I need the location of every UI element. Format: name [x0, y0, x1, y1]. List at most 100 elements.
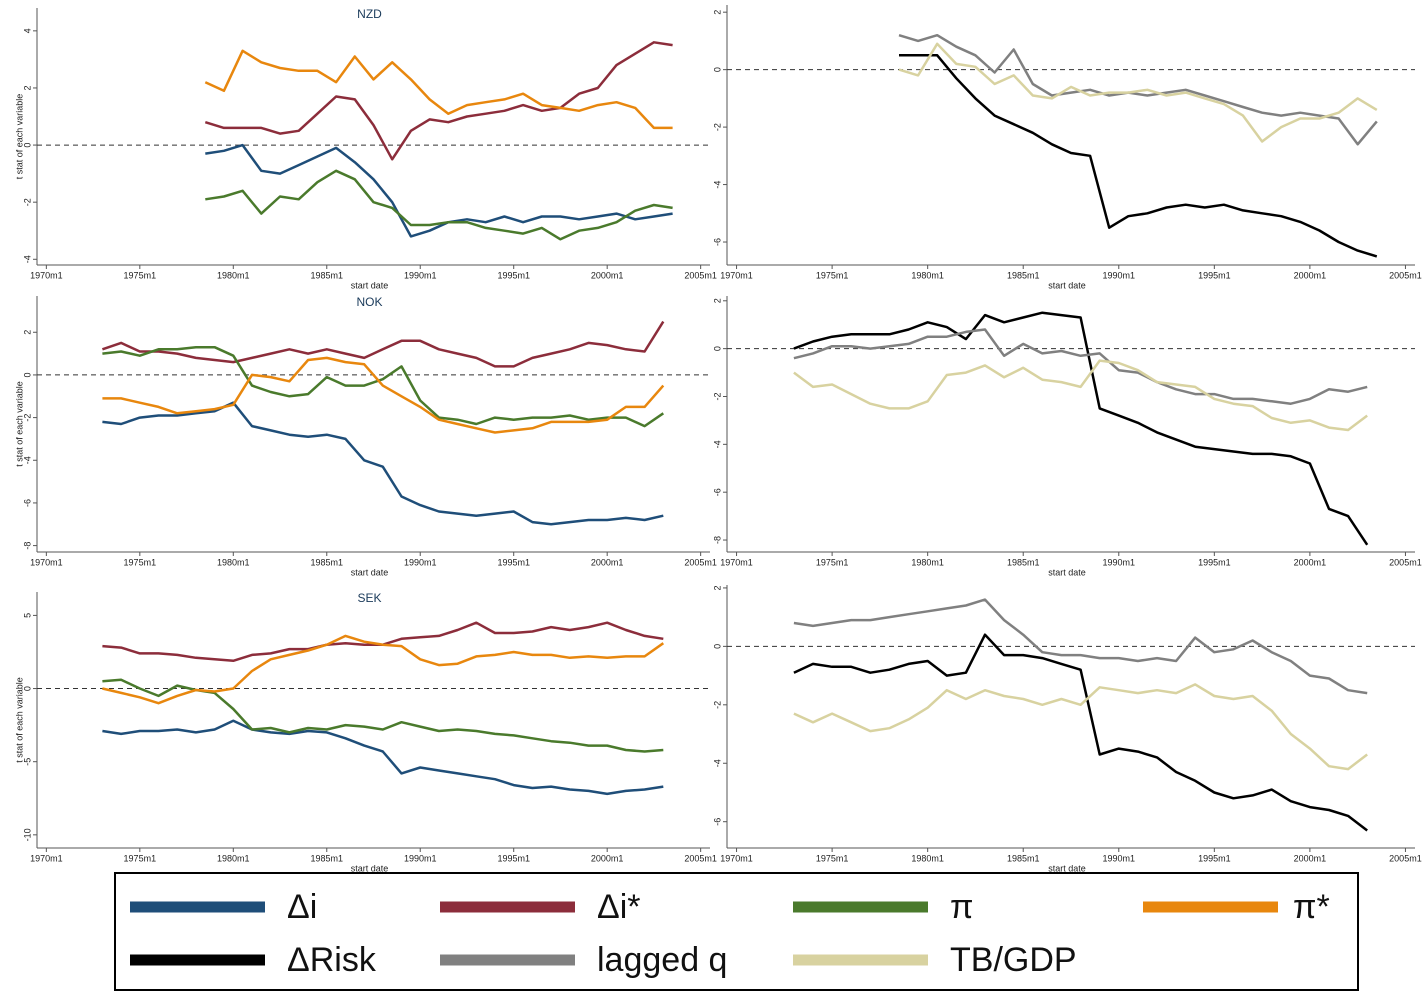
x-tick-label: 1985m1 [1007, 853, 1040, 863]
y-tick-label: -10 [22, 828, 32, 841]
x-tick-label: 2000m1 [1294, 557, 1327, 567]
x-tick-label: 1980m1 [217, 557, 250, 567]
y-tick-label: 2 [712, 298, 722, 303]
y-tick-label: 5 [22, 613, 32, 618]
x-tick-label: 1975m1 [816, 853, 849, 863]
x-axis-label: start date [351, 863, 389, 873]
series-line [102, 345, 665, 428]
x-tick-label: 1970m1 [30, 270, 63, 280]
legend-box [114, 872, 1359, 991]
x-tick-label: 1995m1 [497, 853, 530, 863]
legend-label: lagged q [597, 941, 727, 979]
series-line [204, 41, 673, 161]
y-tick-label: -2 [22, 414, 32, 422]
x-tick-label: 1995m1 [1198, 270, 1231, 280]
x-axis-label: start date [1048, 280, 1086, 290]
y-tick-label: 0 [712, 644, 722, 649]
y-tick-label: 0 [712, 67, 722, 72]
x-tick-label: 2005m1 [1389, 270, 1422, 280]
y-tick-label: 2 [712, 10, 722, 15]
x-tick-label: 2000m1 [591, 270, 624, 280]
x-tick-label: 1970m1 [30, 853, 63, 863]
y-tick-label: 0 [22, 143, 32, 148]
x-tick-label: 2005m1 [684, 853, 717, 863]
y-tick-label: -4 [712, 759, 722, 767]
x-tick-label: 1975m1 [124, 853, 157, 863]
x-axis-label: start date [1048, 567, 1086, 577]
series-line [205, 143, 673, 238]
series-line [205, 169, 673, 241]
x-tick-label: 1970m1 [720, 270, 753, 280]
x-tick-label: 1995m1 [1198, 557, 1231, 567]
x-tick-label: 1970m1 [720, 853, 753, 863]
y-tick-label: -4 [22, 255, 32, 263]
series-line [102, 356, 665, 434]
series-line [793, 683, 1368, 771]
series-line [102, 678, 664, 753]
x-tick-label: 1990m1 [404, 270, 437, 280]
x-tick-label: 1990m1 [404, 557, 437, 567]
x-tick-label: 1980m1 [217, 270, 250, 280]
y-tick-label: 0 [712, 346, 722, 351]
y-tick-label: 4 [22, 28, 32, 33]
x-axis-label: start date [351, 280, 389, 290]
legend-label: Δi [287, 888, 317, 926]
x-tick-label: 1980m1 [911, 270, 944, 280]
y-tick-label: -5 [22, 758, 32, 766]
y-tick-label: -2 [712, 123, 722, 131]
x-tick-label: 1975m1 [816, 270, 849, 280]
y-tick-label: -2 [22, 198, 32, 206]
y-tick-label: -4 [712, 181, 722, 189]
y-tick-label: 2 [712, 585, 722, 590]
y-axis-label: t stat of each variable [14, 677, 24, 763]
x-tick-label: 1990m1 [1103, 853, 1136, 863]
y-tick-label: -4 [712, 440, 722, 448]
x-tick-label: 1990m1 [404, 853, 437, 863]
x-tick-label: 1975m1 [124, 557, 157, 567]
panel-title: NZD [357, 7, 382, 21]
legend-label: TB/GDP [950, 941, 1077, 979]
x-tick-label: 1995m1 [1198, 853, 1231, 863]
series-line [102, 621, 664, 663]
series-line [102, 719, 664, 796]
legend-label: π* [1293, 888, 1330, 926]
x-tick-label: 1980m1 [217, 853, 250, 863]
legend-label: ΔRisk [287, 941, 377, 979]
x-tick-label: 1975m1 [124, 270, 157, 280]
y-tick-label: -6 [712, 488, 722, 496]
y-tick-label: -8 [22, 542, 32, 550]
y-tick-label: -8 [712, 536, 722, 544]
series-line [898, 33, 1378, 146]
y-tick-label: -4 [22, 456, 32, 464]
x-tick-label: 2000m1 [591, 853, 624, 863]
y-tick-label: -6 [712, 818, 722, 826]
x-tick-label: 1995m1 [497, 557, 530, 567]
series-line [793, 328, 1368, 405]
y-tick-label: 0 [22, 686, 32, 691]
y-tick-label: 2 [22, 85, 32, 90]
y-tick-label: -2 [712, 392, 722, 400]
x-tick-label: 1995m1 [497, 270, 530, 280]
series-line [793, 633, 1368, 832]
x-tick-label: 1970m1 [30, 557, 63, 567]
series-line [793, 598, 1368, 695]
x-tick-label: 1985m1 [310, 557, 343, 567]
x-tick-label: 2000m1 [1294, 853, 1327, 863]
y-tick-label: 2 [22, 330, 32, 335]
x-axis-label: start date [1048, 863, 1086, 873]
x-tick-label: 2000m1 [591, 557, 624, 567]
x-tick-label: 1970m1 [720, 557, 753, 567]
x-tick-label: 1990m1 [1103, 270, 1136, 280]
x-axis-label: start date [351, 567, 389, 577]
x-tick-label: 1980m1 [911, 853, 944, 863]
series-line [204, 49, 673, 130]
x-tick-label: 2000m1 [1294, 270, 1327, 280]
x-tick-label: 1980m1 [911, 557, 944, 567]
legend-label: π [950, 888, 973, 926]
panel-title: SEK [357, 591, 381, 605]
x-tick-label: 1985m1 [310, 853, 343, 863]
series-line [793, 311, 1369, 546]
series-line [102, 634, 665, 705]
x-tick-label: 1985m1 [1007, 557, 1040, 567]
y-axis-label: t stat of each variable [14, 94, 24, 180]
